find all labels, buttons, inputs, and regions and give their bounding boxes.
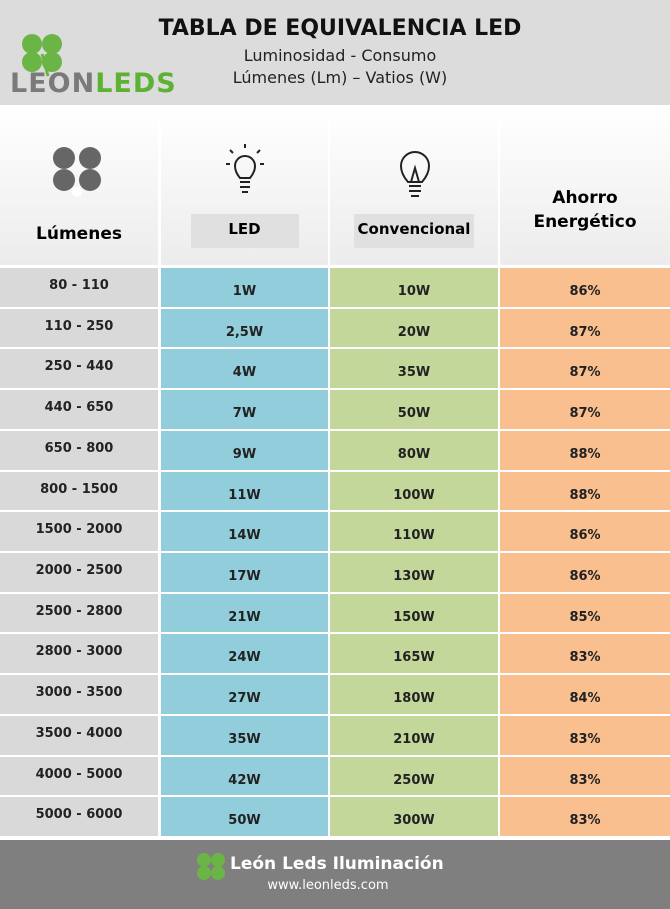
subtitle: Luminosidad - Consumo bbox=[243, 46, 437, 65]
table-row: 110 - 250 2,5W 20W 87% bbox=[0, 308, 670, 348]
table-row: 2800 - 3000 24W 165W 83% bbox=[0, 634, 670, 674]
column-header: Convencional bbox=[330, 108, 498, 265]
table-cell: 4000 - 5000 bbox=[0, 756, 158, 796]
column-header: Lúmenes bbox=[0, 108, 158, 265]
table-cell: 17W bbox=[161, 553, 328, 592]
table-cell: 87% bbox=[500, 349, 670, 389]
table-cell: 86% bbox=[500, 553, 670, 592]
table-cell: 3000 - 3500 bbox=[0, 675, 158, 714]
table-cell: 300W bbox=[330, 797, 498, 836]
table-cell: 83% bbox=[500, 797, 670, 836]
table-cell: 650 - 800 bbox=[0, 430, 158, 470]
table-cell: 42W bbox=[161, 756, 328, 796]
table-cell: 800 - 1500 bbox=[0, 471, 158, 511]
table-row: 80 - 110 1W 10W 86% bbox=[0, 268, 670, 307]
table-cell: 2000 - 2500 bbox=[0, 553, 158, 592]
table-cell: 440 - 650 bbox=[0, 390, 158, 429]
table-cell: 9W bbox=[161, 430, 328, 470]
table-row: 5000 - 6000 50W 300W 83% bbox=[0, 797, 670, 836]
table-row: 440 - 650 7W 50W 87% bbox=[0, 390, 670, 429]
column-header: LED bbox=[161, 108, 328, 265]
table-cell: 35W bbox=[161, 715, 328, 755]
table-cell: 210W bbox=[330, 715, 498, 755]
table-cell: 250 - 440 bbox=[0, 349, 158, 389]
table-cell: 7W bbox=[161, 390, 328, 429]
table-cell: 14W bbox=[161, 512, 328, 551]
header: LEONLEDS TABLA DE EQUIVALENCIA LED Lumin… bbox=[0, 0, 670, 105]
table-cell: 86% bbox=[500, 512, 670, 551]
table-cell: 27W bbox=[161, 675, 328, 714]
logo-text: LEONLEDS bbox=[10, 68, 177, 99]
table-row: 2000 - 2500 17W 130W 86% bbox=[0, 553, 670, 592]
table-cell: 10W bbox=[330, 268, 498, 307]
column-label: Convencional bbox=[357, 220, 471, 238]
table-cell: 2500 - 2800 bbox=[0, 593, 158, 633]
column-header: Ahorro Energético bbox=[500, 108, 670, 265]
table-cell: 80W bbox=[330, 430, 498, 470]
table-cell: 50W bbox=[161, 797, 328, 836]
table-cell: 1W bbox=[161, 268, 328, 307]
table-cell: 84% bbox=[500, 675, 670, 714]
logo-icon bbox=[22, 34, 62, 77]
table-cell: 88% bbox=[500, 471, 670, 511]
table-cell: 3500 - 4000 bbox=[0, 715, 158, 755]
table-row: 250 - 440 4W 35W 87% bbox=[0, 349, 670, 389]
column-label: Ahorro Energético bbox=[533, 188, 637, 232]
table-row: 3000 - 3500 27W 180W 84% bbox=[0, 675, 670, 714]
icon bbox=[226, 144, 264, 193]
table-cell: 130W bbox=[330, 553, 498, 592]
table-cell: 86% bbox=[500, 268, 670, 307]
table-row: 650 - 800 9W 80W 88% bbox=[0, 430, 670, 470]
logo-part: LEDS bbox=[95, 68, 177, 99]
table-cell: 110W bbox=[330, 512, 498, 551]
table-cell: 87% bbox=[500, 390, 670, 429]
footer: León Leds Iluminación www.leonleds.com bbox=[0, 840, 670, 909]
table-cell: 150W bbox=[330, 593, 498, 633]
table-cell: 24W bbox=[161, 634, 328, 674]
table-row: 2500 - 2800 21W 150W 85% bbox=[0, 593, 670, 633]
table-cell: 180W bbox=[330, 675, 498, 714]
table-cell: 83% bbox=[500, 634, 670, 674]
table-cell: 110 - 250 bbox=[0, 308, 158, 348]
column-label: LED bbox=[228, 220, 261, 238]
table-row: 800 - 1500 11W 100W 88% bbox=[0, 471, 670, 511]
table-cell: 83% bbox=[500, 715, 670, 755]
table-cell: 87% bbox=[500, 308, 670, 348]
table-cell: 2,5W bbox=[161, 308, 328, 348]
table-cell: 88% bbox=[500, 430, 670, 470]
table-row: 1500 - 2000 14W 110W 86% bbox=[0, 512, 670, 551]
footer-name: León Leds Iluminación bbox=[230, 854, 444, 874]
table-row: 4000 - 5000 42W 250W 83% bbox=[0, 756, 670, 796]
table-cell: 250W bbox=[330, 756, 498, 796]
table-cell: 4W bbox=[161, 349, 328, 389]
table-cell: 83% bbox=[500, 756, 670, 796]
table-cell: 5000 - 6000 bbox=[0, 797, 158, 836]
footer-url: www.leonleds.com bbox=[267, 878, 389, 893]
table-cell: 21W bbox=[161, 593, 328, 633]
table-cell: 165W bbox=[330, 634, 498, 674]
icon bbox=[399, 151, 431, 197]
table-cell: 50W bbox=[330, 390, 498, 429]
table-cell: 35W bbox=[330, 349, 498, 389]
table-cell: 80 - 110 bbox=[0, 268, 158, 307]
icon bbox=[53, 147, 101, 197]
footer-icon bbox=[197, 853, 225, 880]
table-cell: 11W bbox=[161, 471, 328, 511]
table-cell: 100W bbox=[330, 471, 498, 511]
title: TABLA DE EQUIVALENCIA LED bbox=[158, 16, 522, 41]
table-cell: 20W bbox=[330, 308, 498, 348]
table-row: 3500 - 4000 35W 210W 83% bbox=[0, 715, 670, 755]
subtitle: Lúmenes (Lm) – Vatios (W) bbox=[232, 68, 448, 87]
table-cell: 1500 - 2000 bbox=[0, 512, 158, 551]
table-cell: 2800 - 3000 bbox=[0, 634, 158, 674]
column-label: Lúmenes bbox=[36, 224, 122, 244]
logo-part: LEON bbox=[10, 68, 96, 99]
table-cell: 85% bbox=[500, 593, 670, 633]
